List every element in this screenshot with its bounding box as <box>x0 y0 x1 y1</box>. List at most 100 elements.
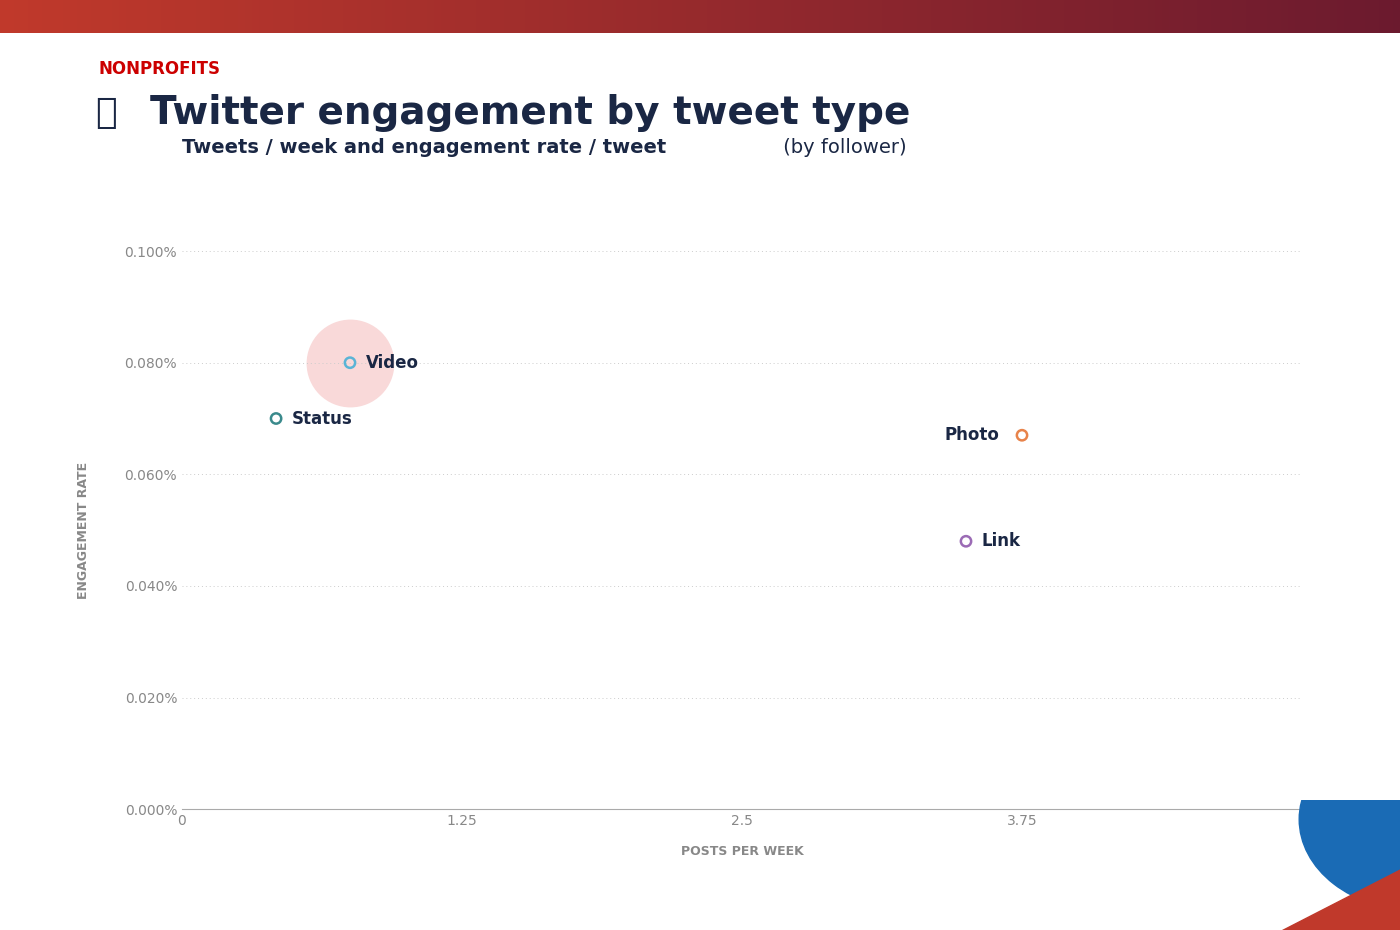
Bar <box>1204 0 1211 33</box>
Bar <box>581 0 588 33</box>
Bar <box>588 0 595 33</box>
Bar <box>1120 0 1127 33</box>
Bar <box>1281 0 1288 33</box>
Bar <box>980 0 987 33</box>
Bar <box>420 0 427 33</box>
Bar <box>651 0 658 33</box>
Bar <box>630 0 637 33</box>
Bar <box>1316 0 1323 33</box>
Y-axis label: ENGAGEMENT RATE: ENGAGEMENT RATE <box>77 461 90 599</box>
Bar <box>1260 0 1267 33</box>
Bar <box>1106 0 1113 33</box>
Bar <box>189 0 196 33</box>
Bar <box>574 0 581 33</box>
Bar <box>672 0 679 33</box>
Bar <box>749 0 756 33</box>
Bar <box>938 0 945 33</box>
Bar <box>175 0 182 33</box>
Bar <box>7 0 14 33</box>
Circle shape <box>1299 728 1400 910</box>
Bar <box>84 0 91 33</box>
Bar <box>1288 0 1295 33</box>
Bar <box>196 0 203 33</box>
Bar <box>133 0 140 33</box>
Bar <box>1036 0 1043 33</box>
Bar <box>21 0 28 33</box>
Bar <box>623 0 630 33</box>
Bar <box>1302 0 1309 33</box>
Bar <box>28 0 35 33</box>
Bar <box>1183 0 1190 33</box>
Bar <box>287 0 294 33</box>
Point <box>265 411 287 426</box>
Bar <box>903 0 910 33</box>
Text: Status: Status <box>291 409 353 428</box>
Bar <box>231 0 238 33</box>
Bar <box>1190 0 1197 33</box>
Bar <box>875 0 882 33</box>
Bar <box>798 0 805 33</box>
Bar <box>1372 0 1379 33</box>
Bar <box>266 0 273 33</box>
Bar <box>203 0 210 33</box>
Bar <box>763 0 770 33</box>
Bar <box>308 0 315 33</box>
Bar <box>427 0 434 33</box>
Bar <box>1358 0 1365 33</box>
Bar <box>833 0 840 33</box>
Bar <box>91 0 98 33</box>
Bar <box>756 0 763 33</box>
Bar <box>56 0 63 33</box>
Bar <box>357 0 364 33</box>
Bar <box>1267 0 1274 33</box>
Bar <box>1050 0 1057 33</box>
Bar <box>70 0 77 33</box>
Bar <box>721 0 728 33</box>
Bar <box>1253 0 1260 33</box>
X-axis label: POSTS PER WEEK: POSTS PER WEEK <box>680 844 804 857</box>
Bar <box>665 0 672 33</box>
Bar <box>322 0 329 33</box>
Bar <box>1393 0 1400 33</box>
Bar <box>336 0 343 33</box>
Bar <box>560 0 567 33</box>
Text: Rival: Rival <box>1238 860 1282 879</box>
Bar <box>1176 0 1183 33</box>
Bar <box>931 0 938 33</box>
Bar <box>924 0 931 33</box>
Bar <box>917 0 924 33</box>
Bar <box>1239 0 1246 33</box>
Bar <box>595 0 602 33</box>
Bar <box>679 0 686 33</box>
Bar <box>259 0 266 33</box>
Bar <box>735 0 742 33</box>
Bar <box>840 0 847 33</box>
Bar <box>1225 0 1232 33</box>
Bar <box>707 0 714 33</box>
Bar <box>392 0 399 33</box>
Bar <box>98 0 105 33</box>
Bar <box>1218 0 1225 33</box>
Point <box>955 534 977 549</box>
Bar <box>469 0 476 33</box>
Text: (by follower): (by follower) <box>777 139 907 157</box>
Bar <box>490 0 497 33</box>
Bar <box>1169 0 1176 33</box>
Bar <box>1232 0 1239 33</box>
Bar <box>434 0 441 33</box>
Bar <box>35 0 42 33</box>
Bar <box>301 0 308 33</box>
Bar <box>364 0 371 33</box>
Bar <box>791 0 798 33</box>
Bar <box>819 0 826 33</box>
Bar <box>910 0 917 33</box>
Bar <box>294 0 301 33</box>
Bar <box>224 0 231 33</box>
Bar <box>371 0 378 33</box>
Bar <box>602 0 609 33</box>
Bar <box>1344 0 1351 33</box>
Bar <box>63 0 70 33</box>
Bar <box>518 0 525 33</box>
Text: 🐦: 🐦 <box>95 97 116 130</box>
Bar <box>952 0 959 33</box>
